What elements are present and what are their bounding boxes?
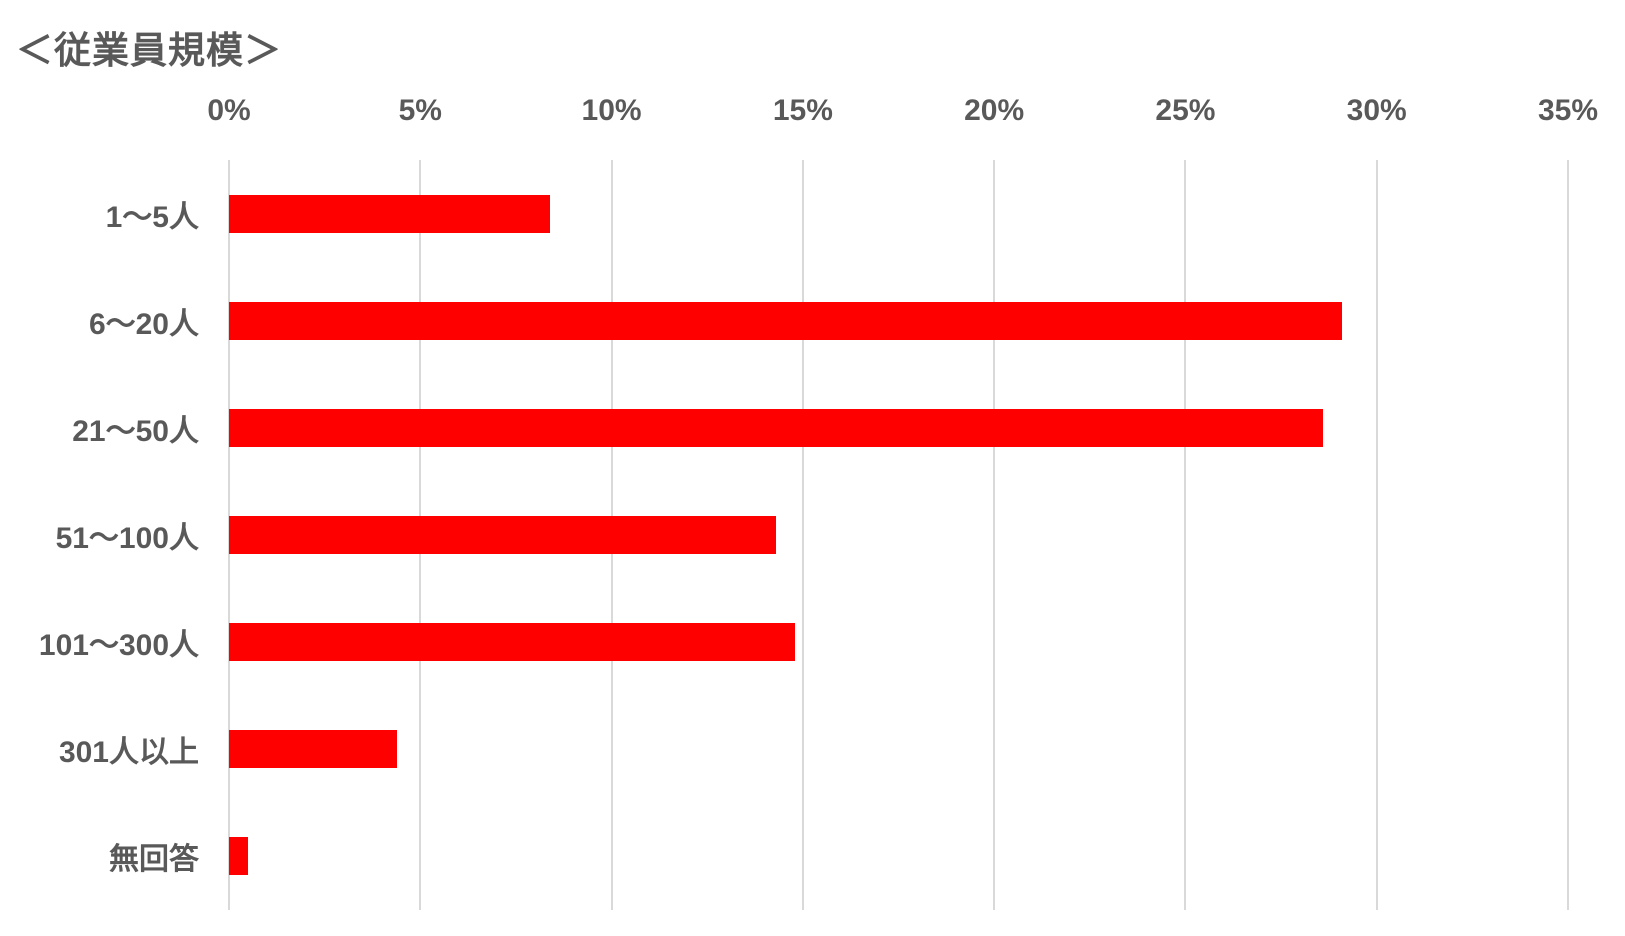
x-axis-tick-label: 5%: [398, 94, 442, 127]
gridline: [993, 160, 996, 910]
category-label: 無回答: [109, 843, 199, 877]
category-label: 1〜5人: [105, 200, 199, 234]
bar: [229, 730, 398, 769]
gridline: [1184, 160, 1187, 910]
x-axis-tick-label: 15%: [772, 94, 833, 127]
plot-area: 1〜5人 6〜20人 21〜50人 51〜100人 101〜300人 301人以上無回答: [39, 160, 1569, 910]
gridline: [1567, 160, 1569, 910]
bar: [229, 408, 1324, 447]
chart-row: 101〜300人: [39, 589, 1568, 696]
x-axis-tick-label: 10%: [581, 94, 642, 127]
category-label: 6〜20人: [88, 307, 199, 341]
chart-title: ＜従業員規模＞: [16, 30, 282, 71]
category-label: 21〜50人: [72, 414, 199, 448]
chart-row: 51〜100人: [56, 481, 1568, 588]
bar: [229, 301, 1343, 340]
chart-row: 6〜20人: [89, 267, 1568, 374]
category-label: 301人以上: [58, 736, 199, 770]
x-axis-tick-label: 0%: [207, 94, 251, 127]
x-axis-tick-label: 25%: [1155, 94, 1216, 127]
gridline: [801, 160, 804, 910]
chart-row: 無回答: [109, 803, 1568, 910]
bar: [229, 623, 796, 662]
category-label: 51〜100人: [55, 521, 199, 555]
x-axis-tick-label: 20%: [964, 94, 1025, 127]
chart-row: 21〜50人: [72, 374, 1568, 481]
x-axis-tick-label: 30%: [1346, 94, 1407, 127]
x-axis-tick-label: 35%: [1537, 94, 1599, 127]
x-axis-tick-labels: 0% 5% 10% 15% 20% 25% 30% 35%: [207, 94, 1598, 136]
bar: [229, 515, 777, 554]
bar: [229, 837, 249, 876]
chart-row: 301人以上: [59, 696, 1568, 803]
bar-rows: 1〜5人 6〜20人 21〜50人 51〜100人 101〜300人 301人以上無回答: [39, 160, 1568, 910]
bar: [229, 194, 551, 233]
chart-row: 1〜5人: [106, 160, 1568, 267]
category-label: 101〜300人: [38, 629, 199, 663]
gridline: [1375, 160, 1378, 910]
